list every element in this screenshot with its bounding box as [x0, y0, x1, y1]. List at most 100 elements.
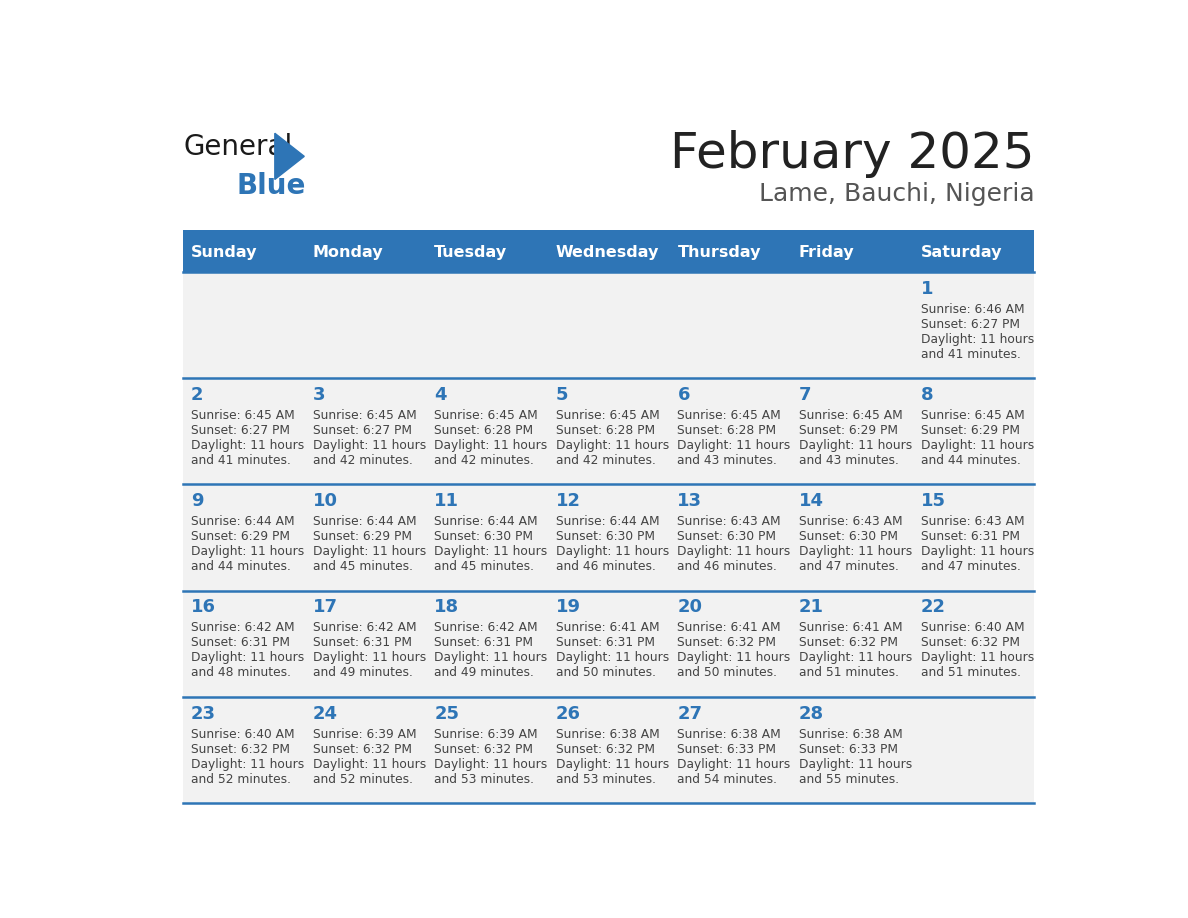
- Text: Sunset: 6:30 PM: Sunset: 6:30 PM: [800, 531, 898, 543]
- Text: 20: 20: [677, 599, 702, 616]
- Text: 22: 22: [921, 599, 946, 616]
- Bar: [183, 485, 1035, 590]
- Text: Sunrise: 6:38 AM: Sunrise: 6:38 AM: [677, 728, 782, 741]
- Text: and 47 minutes.: and 47 minutes.: [921, 560, 1020, 573]
- Text: Sunrise: 6:41 AM: Sunrise: 6:41 AM: [556, 621, 659, 634]
- Text: Sunset: 6:31 PM: Sunset: 6:31 PM: [312, 636, 412, 649]
- Text: Lame, Bauchi, Nigeria: Lame, Bauchi, Nigeria: [759, 182, 1035, 206]
- Text: Sunrise: 6:44 AM: Sunrise: 6:44 AM: [191, 515, 295, 528]
- Text: 5: 5: [556, 386, 568, 404]
- Text: and 42 minutes.: and 42 minutes.: [435, 454, 535, 467]
- Text: Sunset: 6:29 PM: Sunset: 6:29 PM: [921, 424, 1019, 437]
- Text: Daylight: 11 hours: Daylight: 11 hours: [191, 439, 304, 452]
- Text: Sunrise: 6:45 AM: Sunrise: 6:45 AM: [191, 409, 295, 422]
- Text: 4: 4: [435, 386, 447, 404]
- Text: Sunrise: 6:40 AM: Sunrise: 6:40 AM: [921, 621, 1024, 634]
- Text: Sunrise: 6:44 AM: Sunrise: 6:44 AM: [312, 515, 416, 528]
- Text: Tuesday: Tuesday: [435, 245, 507, 260]
- Text: and 51 minutes.: and 51 minutes.: [921, 666, 1020, 679]
- Text: Sunset: 6:29 PM: Sunset: 6:29 PM: [800, 424, 898, 437]
- Text: 21: 21: [800, 599, 824, 616]
- Text: Daylight: 11 hours: Daylight: 11 hours: [677, 545, 791, 558]
- Text: Sunset: 6:29 PM: Sunset: 6:29 PM: [312, 531, 412, 543]
- Text: Daylight: 11 hours: Daylight: 11 hours: [435, 652, 548, 665]
- Text: and 44 minutes.: and 44 minutes.: [921, 454, 1020, 467]
- Text: Sunrise: 6:41 AM: Sunrise: 6:41 AM: [677, 621, 781, 634]
- Text: Daylight: 11 hours: Daylight: 11 hours: [191, 545, 304, 558]
- Text: Daylight: 11 hours: Daylight: 11 hours: [677, 652, 791, 665]
- Text: and 41 minutes.: and 41 minutes.: [921, 348, 1020, 361]
- Text: Daylight: 11 hours: Daylight: 11 hours: [556, 545, 669, 558]
- Text: Sunrise: 6:44 AM: Sunrise: 6:44 AM: [556, 515, 659, 528]
- Text: General: General: [183, 133, 292, 162]
- Text: and 42 minutes.: and 42 minutes.: [312, 454, 412, 467]
- Text: Daylight: 11 hours: Daylight: 11 hours: [677, 757, 791, 771]
- Text: and 42 minutes.: and 42 minutes.: [556, 454, 656, 467]
- Text: and 50 minutes.: and 50 minutes.: [677, 666, 777, 679]
- Text: Daylight: 11 hours: Daylight: 11 hours: [312, 652, 426, 665]
- Text: Daylight: 11 hours: Daylight: 11 hours: [191, 652, 304, 665]
- Text: 1: 1: [921, 280, 933, 297]
- Text: Daylight: 11 hours: Daylight: 11 hours: [800, 757, 912, 771]
- Text: and 51 minutes.: and 51 minutes.: [800, 666, 899, 679]
- Text: Daylight: 11 hours: Daylight: 11 hours: [312, 757, 426, 771]
- Text: Sunrise: 6:46 AM: Sunrise: 6:46 AM: [921, 303, 1024, 316]
- Text: 11: 11: [435, 492, 460, 510]
- Text: Sunrise: 6:39 AM: Sunrise: 6:39 AM: [312, 728, 416, 741]
- Text: Daylight: 11 hours: Daylight: 11 hours: [921, 545, 1034, 558]
- Text: and 49 minutes.: and 49 minutes.: [435, 666, 535, 679]
- Text: and 50 minutes.: and 50 minutes.: [556, 666, 656, 679]
- Text: Sunset: 6:31 PM: Sunset: 6:31 PM: [191, 636, 290, 649]
- Text: Sunrise: 6:45 AM: Sunrise: 6:45 AM: [677, 409, 782, 422]
- Text: Daylight: 11 hours: Daylight: 11 hours: [921, 439, 1034, 452]
- Text: Daylight: 11 hours: Daylight: 11 hours: [435, 757, 548, 771]
- Text: 24: 24: [312, 705, 337, 722]
- Text: 26: 26: [556, 705, 581, 722]
- Text: February 2025: February 2025: [670, 130, 1035, 178]
- Text: Daylight: 11 hours: Daylight: 11 hours: [800, 652, 912, 665]
- Text: Wednesday: Wednesday: [556, 245, 659, 260]
- Text: Sunset: 6:30 PM: Sunset: 6:30 PM: [556, 531, 655, 543]
- Text: and 44 minutes.: and 44 minutes.: [191, 560, 291, 573]
- Text: 2: 2: [191, 386, 203, 404]
- Text: Sunrise: 6:39 AM: Sunrise: 6:39 AM: [435, 728, 538, 741]
- Text: 28: 28: [800, 705, 824, 722]
- Polygon shape: [274, 133, 304, 179]
- Text: and 46 minutes.: and 46 minutes.: [677, 560, 777, 573]
- Text: 7: 7: [800, 386, 811, 404]
- Text: Daylight: 11 hours: Daylight: 11 hours: [556, 652, 669, 665]
- Text: and 45 minutes.: and 45 minutes.: [435, 560, 535, 573]
- Text: and 46 minutes.: and 46 minutes.: [556, 560, 656, 573]
- Text: Sunrise: 6:41 AM: Sunrise: 6:41 AM: [800, 621, 903, 634]
- Text: 25: 25: [435, 705, 460, 722]
- Text: and 47 minutes.: and 47 minutes.: [800, 560, 899, 573]
- Bar: [183, 230, 1035, 233]
- Text: and 53 minutes.: and 53 minutes.: [556, 773, 656, 786]
- Text: Daylight: 11 hours: Daylight: 11 hours: [191, 757, 304, 771]
- Text: Daylight: 11 hours: Daylight: 11 hours: [556, 439, 669, 452]
- Text: Sunrise: 6:45 AM: Sunrise: 6:45 AM: [435, 409, 538, 422]
- Text: 27: 27: [677, 705, 702, 722]
- Text: Daylight: 11 hours: Daylight: 11 hours: [800, 439, 912, 452]
- Text: Sunday: Sunday: [191, 245, 258, 260]
- Text: Daylight: 11 hours: Daylight: 11 hours: [312, 545, 426, 558]
- Text: Sunrise: 6:40 AM: Sunrise: 6:40 AM: [191, 728, 295, 741]
- Text: and 53 minutes.: and 53 minutes.: [435, 773, 535, 786]
- Text: 15: 15: [921, 492, 946, 510]
- Bar: [183, 697, 1035, 803]
- Text: Sunset: 6:32 PM: Sunset: 6:32 PM: [556, 743, 655, 756]
- Text: Saturday: Saturday: [921, 245, 1001, 260]
- Text: 6: 6: [677, 386, 690, 404]
- Text: and 55 minutes.: and 55 minutes.: [800, 773, 899, 786]
- Text: 10: 10: [312, 492, 337, 510]
- Text: 9: 9: [191, 492, 203, 510]
- Bar: [183, 233, 1035, 272]
- Text: Daylight: 11 hours: Daylight: 11 hours: [800, 545, 912, 558]
- Text: Sunrise: 6:45 AM: Sunrise: 6:45 AM: [556, 409, 659, 422]
- Text: and 54 minutes.: and 54 minutes.: [677, 773, 777, 786]
- Text: and 45 minutes.: and 45 minutes.: [312, 560, 412, 573]
- Text: Sunset: 6:27 PM: Sunset: 6:27 PM: [191, 424, 290, 437]
- Text: Daylight: 11 hours: Daylight: 11 hours: [312, 439, 426, 452]
- Text: 17: 17: [312, 599, 337, 616]
- Text: Sunrise: 6:44 AM: Sunrise: 6:44 AM: [435, 515, 538, 528]
